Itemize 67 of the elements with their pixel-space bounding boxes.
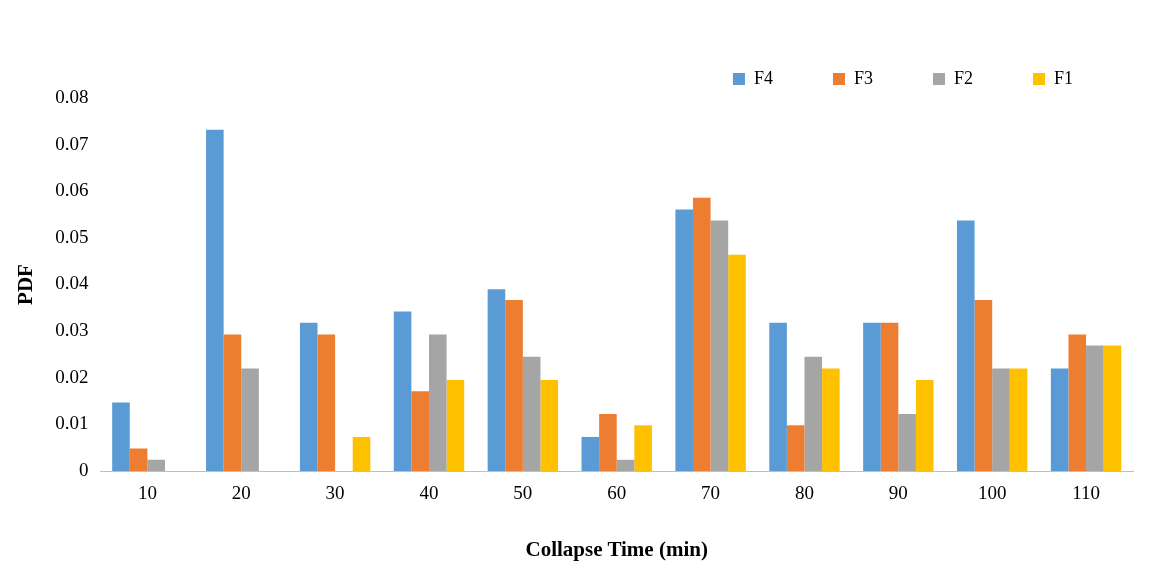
bar	[352, 436, 371, 471]
bar	[915, 380, 934, 471]
bar	[822, 368, 840, 471]
bar	[1103, 345, 1122, 471]
x-tick-label: 100	[977, 482, 1007, 504]
y-tick-label: 0.03	[55, 319, 89, 341]
legend-label: F2	[953, 67, 973, 88]
y-axis-title: PDF	[13, 264, 38, 305]
bar	[446, 380, 465, 471]
bar	[974, 299, 993, 471]
bar	[317, 334, 336, 471]
bar	[786, 425, 805, 471]
bar	[804, 356, 823, 471]
x-tick-label: 30	[325, 482, 345, 504]
legend-label: F4	[753, 67, 773, 88]
bar	[241, 368, 259, 471]
x-tick-label: 60	[607, 482, 627, 504]
bar	[675, 209, 693, 471]
bar	[487, 289, 506, 471]
bar	[692, 197, 711, 471]
x-tick-label: 20	[231, 482, 251, 504]
bar	[769, 322, 787, 471]
bar	[411, 391, 429, 471]
y-tick-label: 0.01	[55, 412, 89, 434]
bar	[728, 254, 746, 471]
legend-label: F1	[1053, 67, 1073, 88]
x-tick-label: 90	[888, 482, 908, 504]
bar	[957, 220, 975, 471]
bar	[522, 356, 541, 471]
bar	[540, 380, 559, 471]
bar	[129, 448, 148, 471]
bar	[428, 334, 447, 471]
bar	[634, 425, 652, 471]
bar	[1086, 345, 1104, 471]
bar	[223, 334, 242, 471]
legend-label: F3	[853, 67, 873, 88]
bar	[710, 220, 729, 471]
bar	[505, 299, 523, 471]
bar	[581, 436, 600, 471]
bar	[599, 414, 617, 471]
x-tick-label: 50	[513, 482, 533, 504]
y-tick-label: 0	[78, 458, 89, 480]
y-tick-label: 0.08	[55, 85, 89, 107]
y-tick-label: 0.07	[55, 132, 89, 154]
x-tick-label: 110	[1072, 482, 1100, 504]
bar	[898, 414, 916, 471]
x-axis-title: Collapse Time (min)	[525, 536, 708, 561]
bar	[112, 402, 130, 471]
bar	[863, 322, 881, 471]
bar	[393, 311, 412, 471]
bar	[147, 459, 165, 471]
bar	[1050, 368, 1069, 471]
bar	[206, 129, 224, 471]
x-tick-label: 70	[701, 482, 721, 504]
y-tick-label: 0.04	[55, 272, 89, 294]
bar	[1068, 334, 1087, 471]
y-tick-label: 0.02	[55, 365, 89, 387]
bar	[299, 322, 318, 471]
bar	[880, 322, 899, 471]
x-tick-label: 10	[137, 482, 157, 504]
x-tick-label: 80	[794, 482, 814, 504]
bar	[992, 368, 1010, 471]
bar	[1009, 368, 1028, 471]
x-tick-label: 40	[419, 482, 439, 504]
y-tick-label: 0.06	[55, 179, 89, 201]
y-tick-label: 0.05	[55, 225, 89, 247]
bar	[616, 459, 635, 471]
